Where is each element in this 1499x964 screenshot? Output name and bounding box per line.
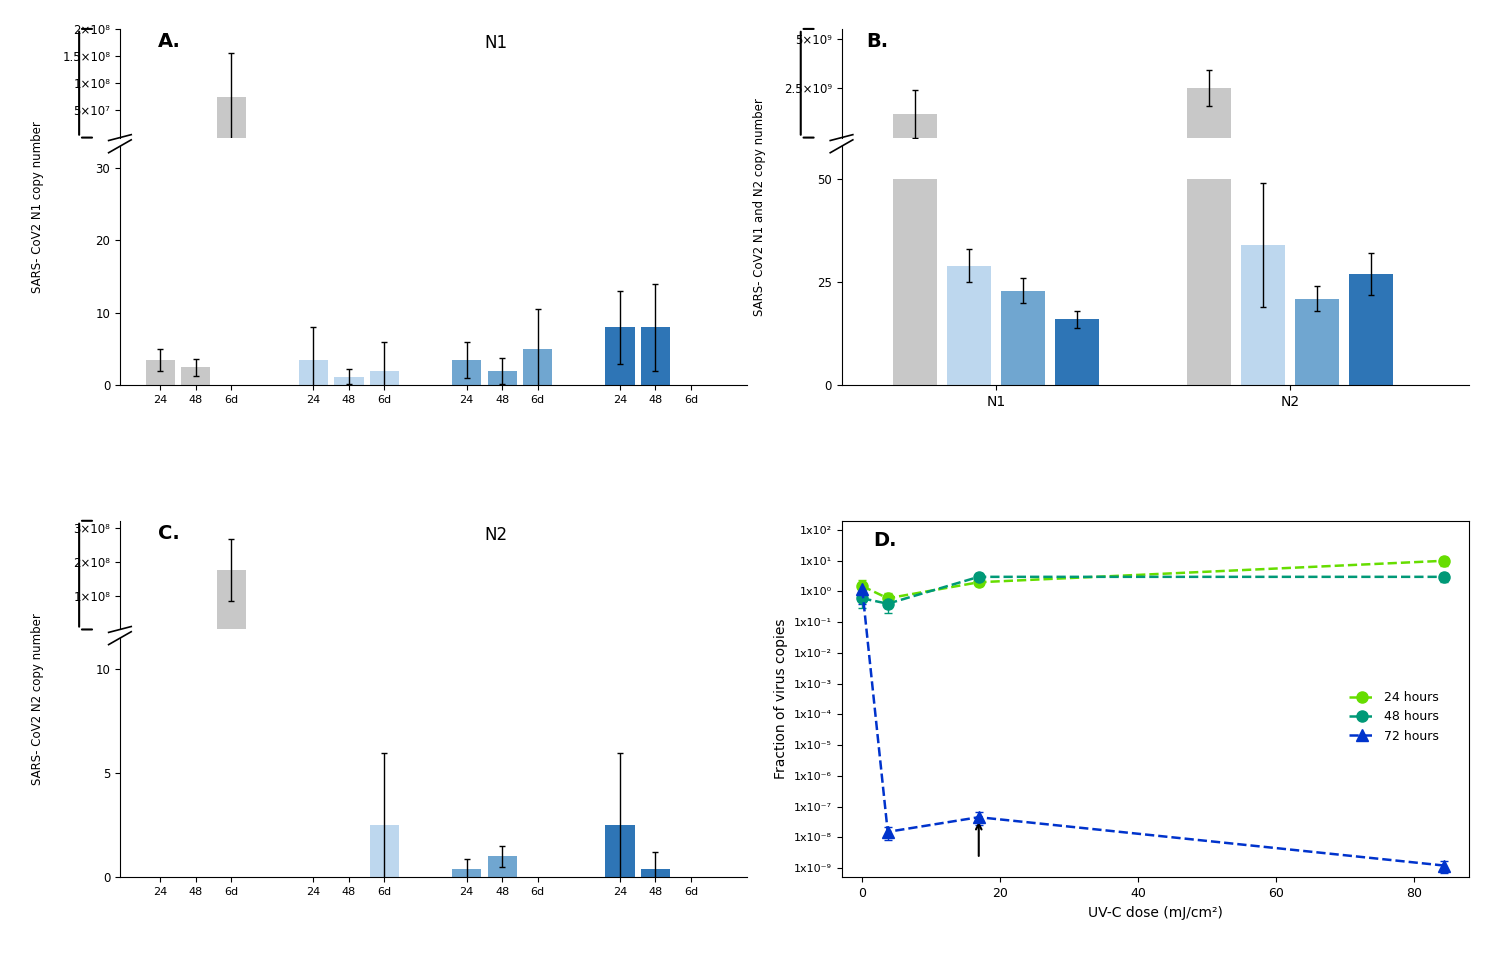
Bar <box>642 869 670 877</box>
Line: 48 hours: 48 hours <box>856 572 1450 609</box>
48 hours <box>1435 571 1453 582</box>
48 hours <box>970 571 988 582</box>
Text: SARS- CoV2 N1 copy number: SARS- CoV2 N1 copy number <box>31 121 43 293</box>
Bar <box>334 377 364 386</box>
72 hours <box>970 812 988 823</box>
Text: SARS- CoV2 N2 copy number: SARS- CoV2 N2 copy number <box>31 613 43 785</box>
Bar <box>523 349 552 386</box>
Bar <box>642 328 670 386</box>
Text: A.: A. <box>157 32 180 51</box>
48 hours <box>853 593 871 604</box>
Bar <box>1241 245 1285 386</box>
Bar <box>487 371 517 386</box>
Bar <box>1001 290 1045 386</box>
24 hours <box>970 576 988 588</box>
Bar <box>1295 299 1339 386</box>
24 hours <box>878 593 896 604</box>
72 hours <box>1435 860 1453 871</box>
Bar <box>1349 274 1393 386</box>
Bar <box>1187 88 1231 138</box>
Bar <box>487 856 517 877</box>
Bar <box>217 96 246 138</box>
Bar <box>947 266 991 386</box>
Text: D.: D. <box>872 531 896 550</box>
Bar <box>145 360 175 386</box>
Line: 72 hours: 72 hours <box>856 583 1450 871</box>
Text: N1: N1 <box>484 35 508 52</box>
Bar <box>453 869 481 877</box>
Text: C.: C. <box>157 524 180 543</box>
Bar <box>217 570 246 629</box>
Bar <box>606 825 634 877</box>
Bar <box>1187 179 1231 386</box>
Text: B.: B. <box>866 32 889 51</box>
Bar <box>606 328 634 386</box>
Bar <box>893 179 937 386</box>
Bar <box>181 367 210 386</box>
Bar <box>298 360 328 386</box>
24 hours <box>853 580 871 592</box>
48 hours <box>878 598 896 609</box>
Bar <box>370 825 399 877</box>
72 hours <box>853 583 871 595</box>
Bar <box>893 114 937 138</box>
Line: 24 hours: 24 hours <box>856 555 1450 603</box>
Bar <box>453 360 481 386</box>
72 hours <box>878 826 896 838</box>
Y-axis label: Fraction of virus copies: Fraction of virus copies <box>773 619 788 779</box>
Text: SARS- CoV2 N1 and N2 copy number: SARS- CoV2 N1 and N2 copy number <box>752 98 766 316</box>
X-axis label: UV-C dose (mJ/cm²): UV-C dose (mJ/cm²) <box>1088 905 1223 920</box>
Legend: 24 hours, 48 hours, 72 hours: 24 hours, 48 hours, 72 hours <box>1345 686 1444 748</box>
Text: N2: N2 <box>484 526 508 545</box>
Bar <box>370 371 399 386</box>
Bar <box>1055 319 1099 386</box>
24 hours <box>1435 555 1453 567</box>
